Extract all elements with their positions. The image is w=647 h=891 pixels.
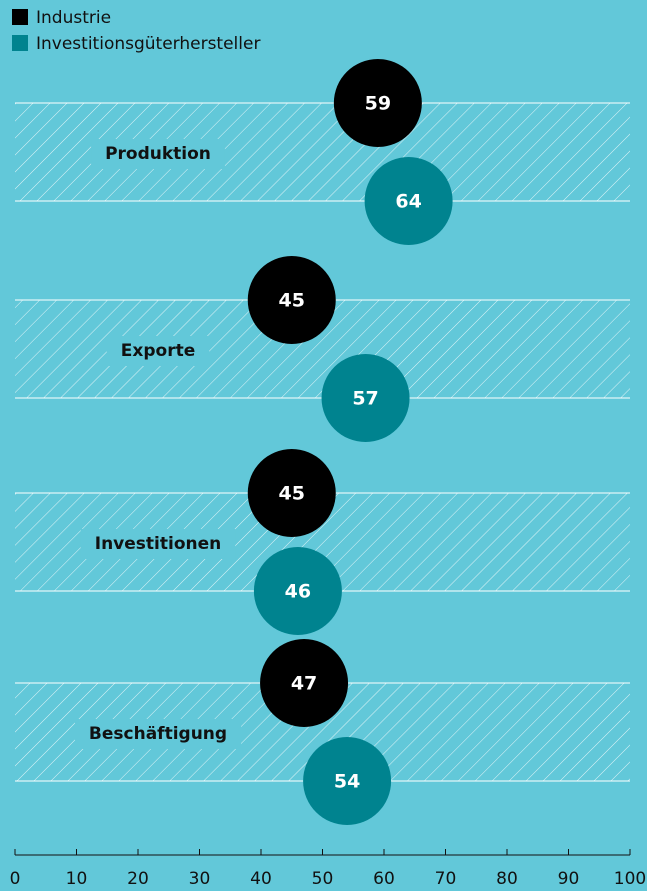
category-label-bg	[91, 139, 225, 169]
x-tick-label: 50	[312, 869, 334, 889]
category-label-bg	[74, 719, 242, 749]
value-label: 57	[352, 388, 378, 410]
x-tick-label: 70	[435, 869, 457, 889]
x-tick-label: 0	[10, 869, 21, 889]
category-label: Produktion	[105, 144, 211, 164]
marks: 59 45 45 47 64 57 46 54	[247, 59, 453, 825]
x-tick-label: 100	[614, 869, 646, 889]
legend-label: Industrie	[36, 8, 111, 28]
value-label: 46	[285, 581, 311, 603]
value-label: 59	[365, 93, 391, 115]
dot	[303, 737, 392, 825]
dot	[321, 354, 410, 442]
x-tick-label: 20	[127, 869, 149, 889]
value-label: 47	[291, 673, 317, 695]
value-label: 45	[279, 290, 305, 312]
category-label: Beschäftigung	[89, 724, 227, 744]
legend-label: Investitionsgüterhersteller	[36, 34, 260, 54]
dot	[247, 256, 336, 344]
x-tick-label: 40	[250, 869, 272, 889]
dot	[333, 59, 422, 147]
legend-swatch	[12, 9, 28, 25]
value-label: 54	[334, 771, 360, 793]
x-tick-label: 60	[373, 869, 395, 889]
legend-swatch	[12, 35, 28, 51]
dot	[260, 639, 349, 727]
value-label: 64	[395, 191, 421, 213]
x-tick-label: 90	[558, 869, 580, 889]
category-label: Exporte	[121, 341, 195, 361]
x-tick-label: 80	[496, 869, 518, 889]
category-label: Investitionen	[95, 534, 221, 554]
x-tick-label: 30	[189, 869, 211, 889]
category-label-bg	[106, 336, 210, 366]
dot	[364, 157, 453, 245]
dot	[253, 547, 342, 635]
category-label-bg	[80, 529, 236, 559]
value-label: 45	[279, 483, 305, 505]
dot	[247, 449, 336, 537]
x-tick-label: 10	[66, 869, 88, 889]
